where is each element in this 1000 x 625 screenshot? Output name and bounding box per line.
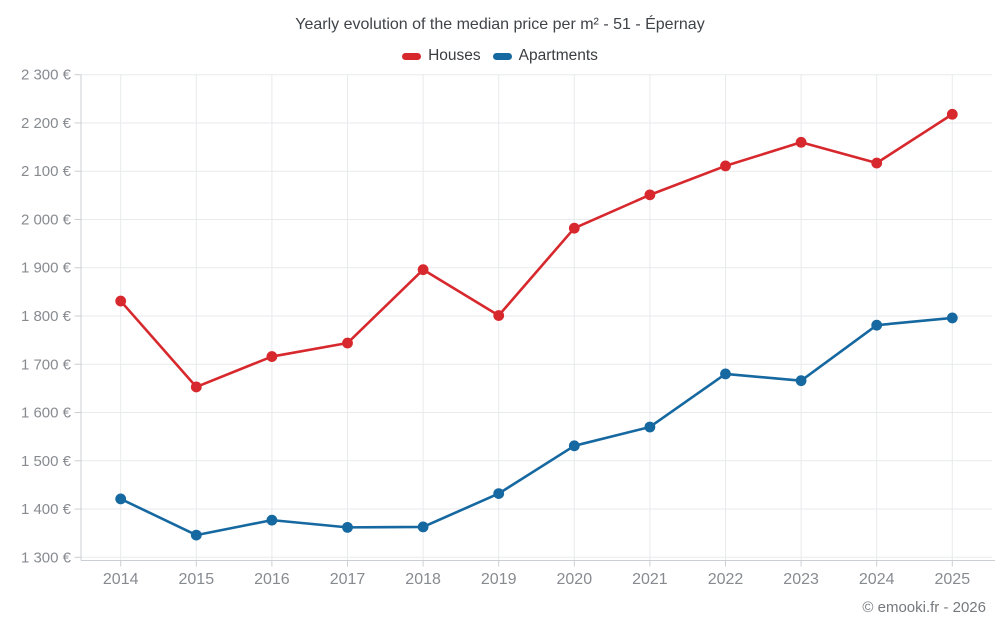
y-axis-label: 1 600 € [21, 405, 72, 422]
x-axis-label: 2015 [179, 571, 215, 588]
x-axis-label: 2018 [405, 571, 441, 588]
data-point-houses-2016[interactable] [266, 351, 278, 362]
data-point-apartments-2019[interactable] [493, 488, 505, 499]
x-axis-label: 2020 [557, 571, 593, 588]
x-axis-label: 2023 [783, 571, 819, 588]
y-axis-label: 2 300 € [21, 67, 72, 84]
y-axis-label: 1 400 € [21, 501, 72, 518]
data-point-apartments-2024[interactable] [871, 319, 883, 331]
x-axis-label: 2017 [330, 571, 366, 588]
data-point-houses-2022[interactable] [720, 160, 731, 172]
data-point-houses-2025[interactable] [946, 108, 958, 120]
data-point-apartments-2025[interactable] [946, 312, 958, 324]
data-point-houses-2023[interactable] [795, 136, 807, 148]
x-axis-label: 2019 [481, 571, 517, 588]
x-axis-label: 2016 [254, 571, 290, 588]
y-axis-label: 1 900 € [21, 260, 72, 277]
data-point-houses-2017[interactable] [342, 337, 353, 349]
copyright-credit: © emooki.fr - 2026 [862, 599, 986, 616]
data-point-apartments-2014[interactable] [115, 493, 127, 505]
apartments-series-swatch-icon [492, 52, 512, 60]
x-axis-label: 2025 [935, 571, 971, 588]
legend-label-apartments: Apartments [518, 47, 598, 64]
chart-legend: Houses Apartments [0, 47, 1000, 65]
data-point-houses-2014[interactable] [115, 295, 127, 307]
data-point-houses-2019[interactable] [493, 310, 505, 321]
x-axis-label: 2021 [632, 571, 668, 588]
series-line-houses [119, 112, 954, 389]
y-axis-label: 2 100 € [21, 163, 72, 180]
data-point-apartments-2015[interactable] [190, 529, 202, 541]
series-line-apartments [119, 316, 954, 537]
data-point-apartments-2023[interactable] [795, 375, 807, 387]
x-axis-label: 2022 [708, 571, 744, 588]
houses-series-swatch-icon [402, 52, 422, 60]
data-point-houses-2021[interactable] [644, 189, 656, 201]
data-point-apartments-2022[interactable] [720, 368, 731, 380]
data-point-houses-2015[interactable] [190, 381, 202, 393]
data-point-houses-2018[interactable] [417, 264, 429, 276]
x-axis-label: 2024 [859, 571, 895, 588]
y-axis-label: 1 700 € [21, 356, 72, 373]
data-point-houses-2020[interactable] [568, 222, 580, 234]
data-point-apartments-2021[interactable] [644, 421, 656, 433]
chart-title: Yearly evolution of the median price per… [295, 16, 705, 33]
y-axis-label: 1 500 € [21, 453, 72, 470]
data-point-houses-2024[interactable] [871, 157, 883, 169]
x-axis-label: 2014 [103, 571, 139, 588]
y-axis-label: 1 300 € [21, 549, 72, 566]
y-axis-label: 2 200 € [21, 115, 72, 132]
legend-label-houses: Houses [428, 47, 481, 64]
data-point-apartments-2018[interactable] [417, 521, 429, 533]
y-axis-label: 2 000 € [21, 211, 72, 228]
legend-item-apartments[interactable]: Apartments [492, 47, 598, 65]
data-point-apartments-2020[interactable] [568, 440, 580, 452]
data-point-apartments-2016[interactable] [266, 514, 278, 526]
y-axis-label: 1 800 € [21, 308, 72, 325]
data-point-apartments-2017[interactable] [342, 521, 353, 533]
legend-item-houses[interactable]: Houses [402, 47, 481, 65]
